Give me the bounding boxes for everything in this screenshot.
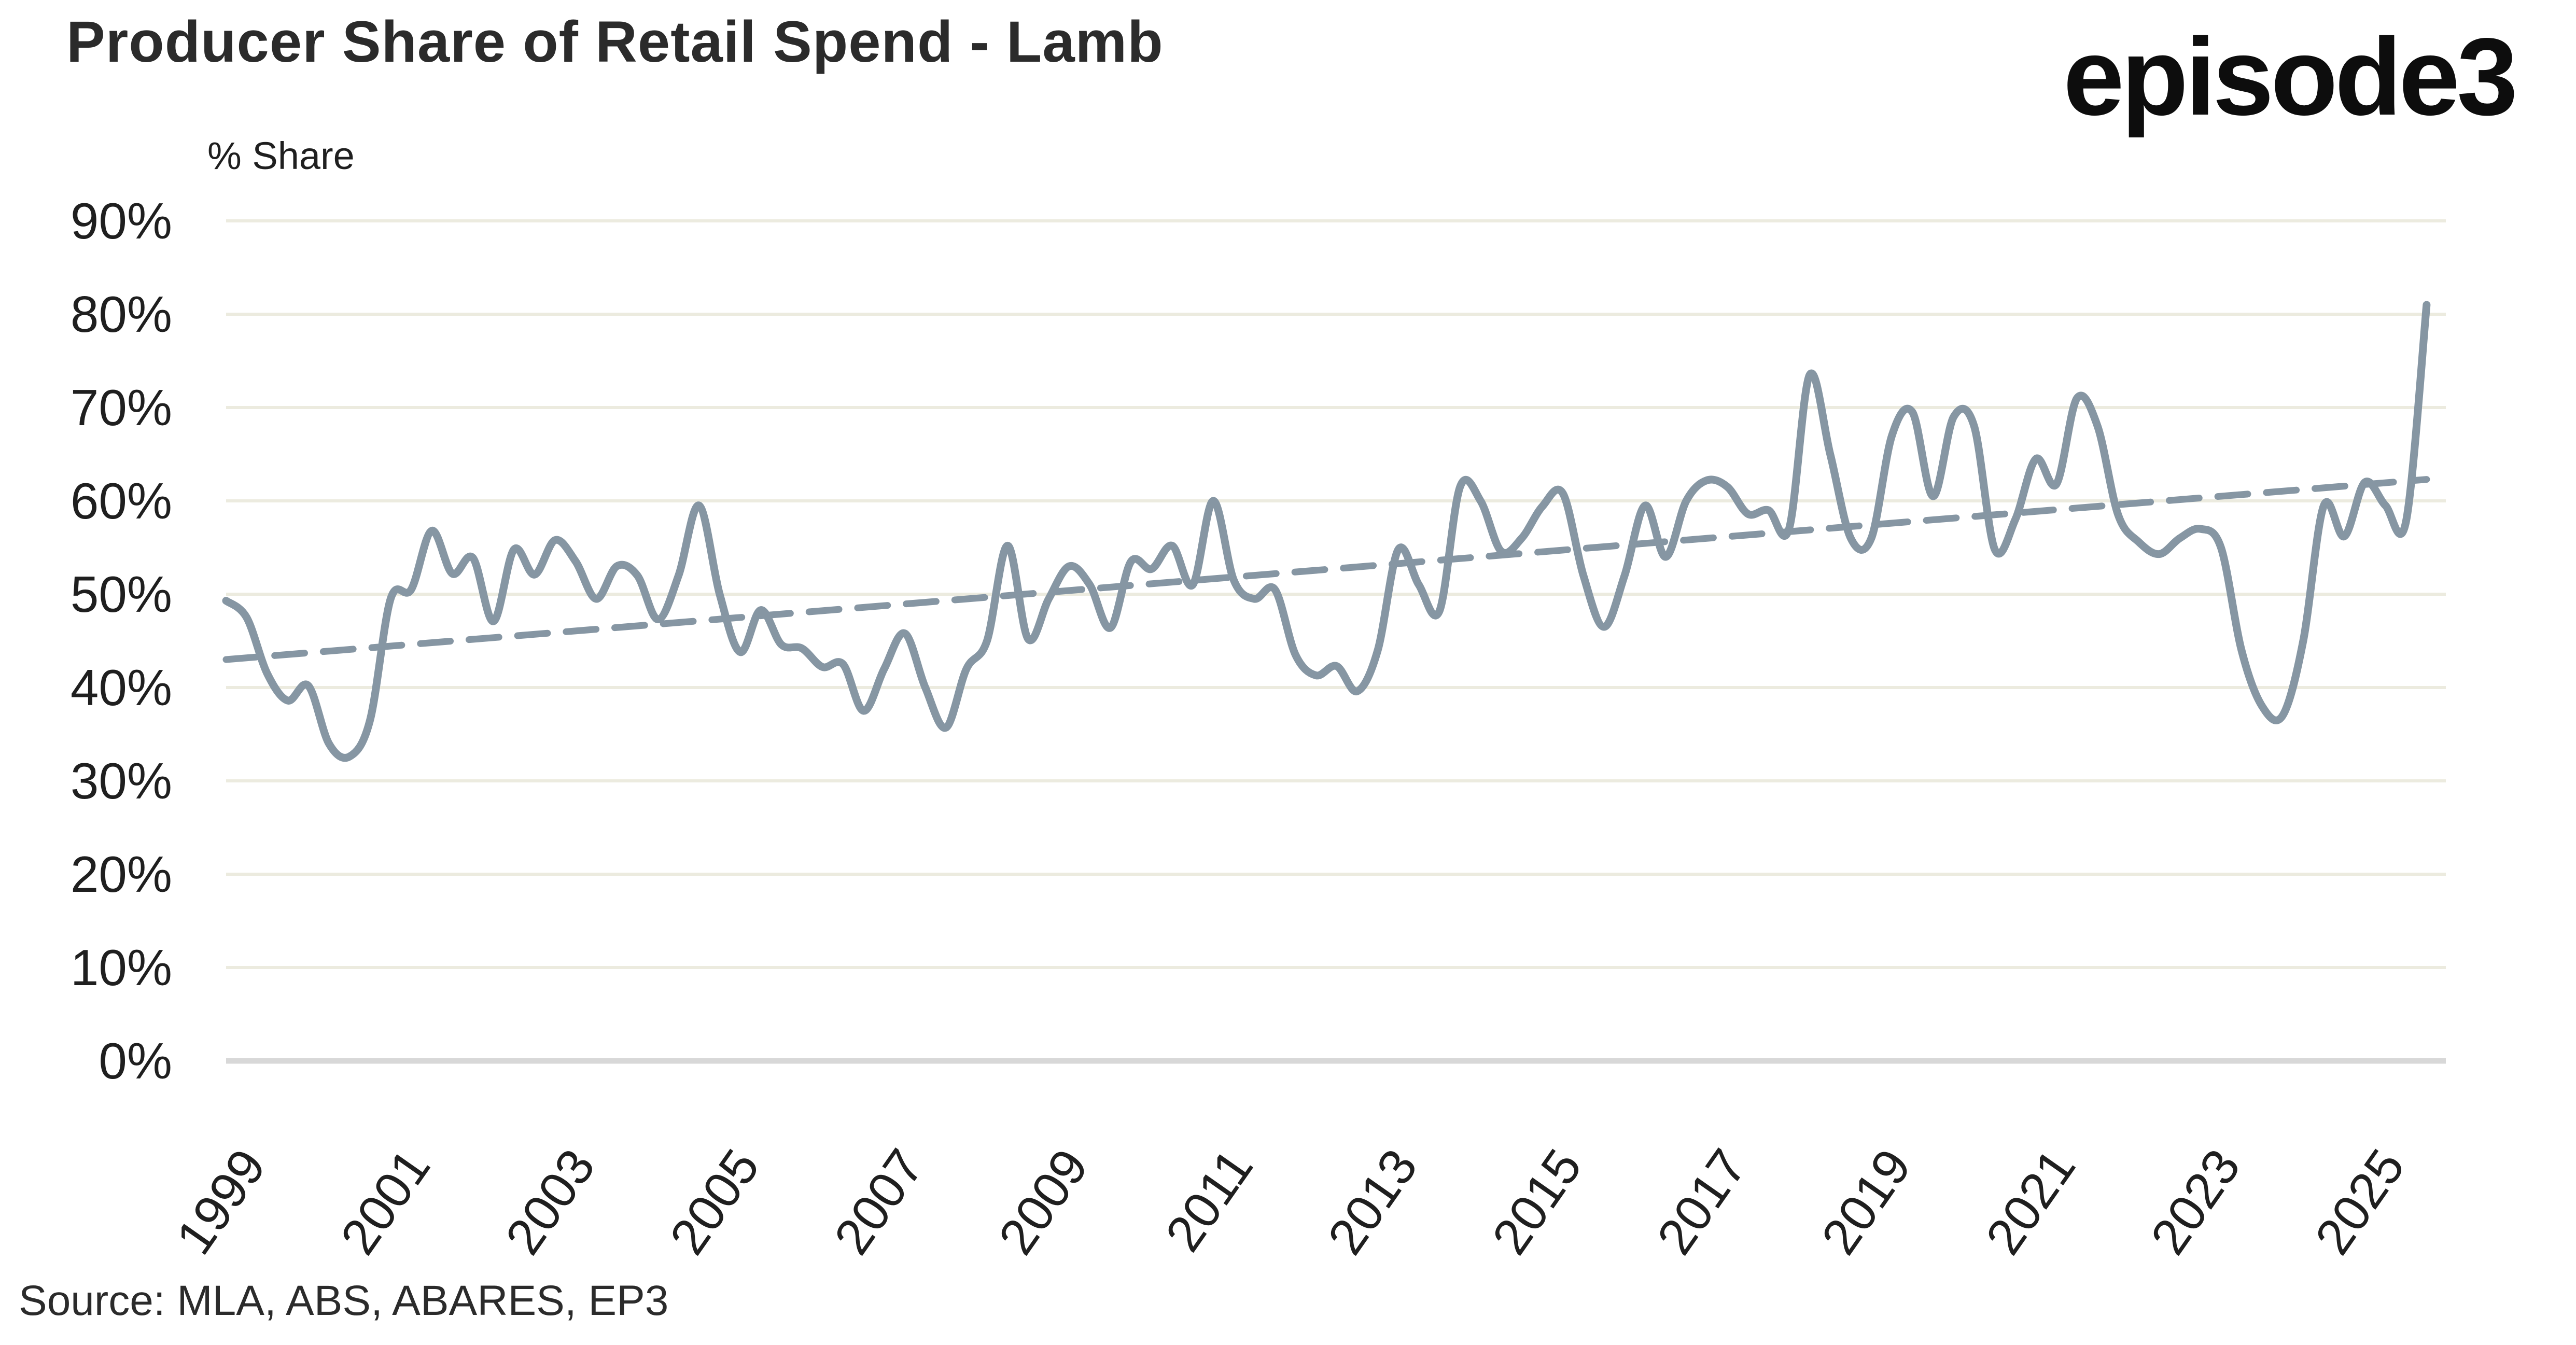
- trend-line: [222, 476, 2430, 663]
- y-tick-label: 10%: [70, 939, 172, 996]
- data-line: [222, 301, 2431, 762]
- y-tick-label: 20%: [70, 846, 172, 903]
- y-tick-label: 40%: [70, 659, 172, 716]
- source-note: Source: MLA, ABS, ABARES, EP3: [19, 1277, 669, 1324]
- y-tick-label: 80%: [70, 286, 172, 343]
- y-tick-label: 30%: [70, 752, 172, 809]
- grid-lines: [226, 219, 2446, 1064]
- brand-logo: episode3: [2063, 15, 2518, 138]
- chart-title: Producer Share of Retail Spend - Lamb: [66, 9, 1164, 74]
- y-axis-title: % Share: [207, 134, 355, 177]
- y-tick-label: 90%: [70, 192, 172, 249]
- y-tick-label: 50%: [70, 566, 172, 623]
- y-tick-label: 70%: [70, 379, 172, 436]
- y-tick-label: 60%: [70, 472, 172, 529]
- y-tick-label: 0%: [99, 1032, 172, 1089]
